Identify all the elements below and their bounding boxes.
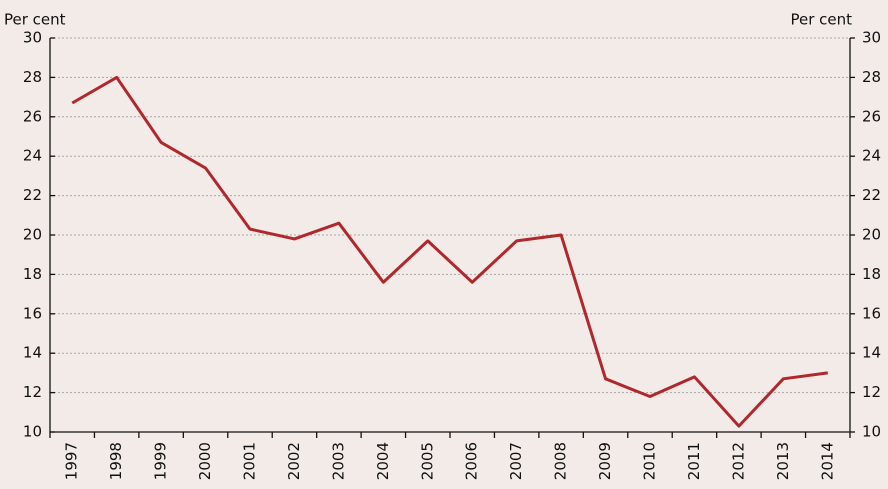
y2-axis-label: Per cent [790, 11, 852, 29]
y-tick-label: 28 [23, 68, 42, 86]
x-tick-label: 2012 [729, 442, 747, 480]
y2-tick-label: 30 [862, 29, 881, 47]
y-tick-label: 24 [23, 147, 42, 165]
x-tick-label: 2010 [641, 442, 659, 480]
y-tick-label: 12 [23, 383, 42, 401]
x-tick-label: 2006 [463, 442, 481, 480]
x-tick-label: 1998 [107, 442, 125, 480]
y-tick-label: 14 [23, 344, 42, 362]
y-tick-label: 10 [23, 423, 42, 441]
x-tick-label: 2004 [374, 442, 392, 480]
x-tick-label: 2009 [596, 442, 614, 480]
x-tick-label: 2008 [552, 442, 570, 480]
x-tick-label: 2007 [507, 442, 525, 480]
y2-tick-label: 28 [862, 68, 881, 86]
y2-tick-label: 24 [862, 147, 881, 165]
x-tick-label: 2005 [418, 442, 436, 480]
x-tick-label: 2014 [818, 442, 836, 480]
line-series [71, 75, 828, 428]
y-tick-label: 26 [23, 107, 42, 125]
x-tick-label: 2000 [196, 442, 214, 480]
y-tick-label: 16 [23, 304, 42, 322]
y2-tick-label: 16 [862, 304, 881, 322]
y2-tick-label: 26 [862, 107, 881, 125]
y2-tick-label: 14 [862, 344, 881, 362]
x-tick-label: 2003 [329, 442, 347, 480]
y2-tick-label: 12 [862, 383, 881, 401]
y-axis-label: Per cent [4, 11, 66, 29]
y-tick-label: 30 [23, 29, 42, 47]
x-tick-label: 1999 [152, 442, 170, 480]
x-tick-label: 2001 [241, 442, 259, 480]
y-tick-label: 22 [23, 186, 42, 204]
x-tick-label: 1997 [63, 442, 81, 480]
y-tick-label: 20 [23, 226, 42, 244]
y2-tick-label: 10 [862, 423, 881, 441]
y2-tick-label: 18 [862, 265, 881, 283]
y-tick-label: 18 [23, 265, 42, 283]
x-tick-label: 2002 [285, 442, 303, 480]
x-tick-label: 2013 [774, 442, 792, 480]
y2-tick-label: 20 [862, 226, 881, 244]
x-tick-label: 2011 [685, 442, 703, 480]
y2-tick-label: 22 [862, 186, 881, 204]
